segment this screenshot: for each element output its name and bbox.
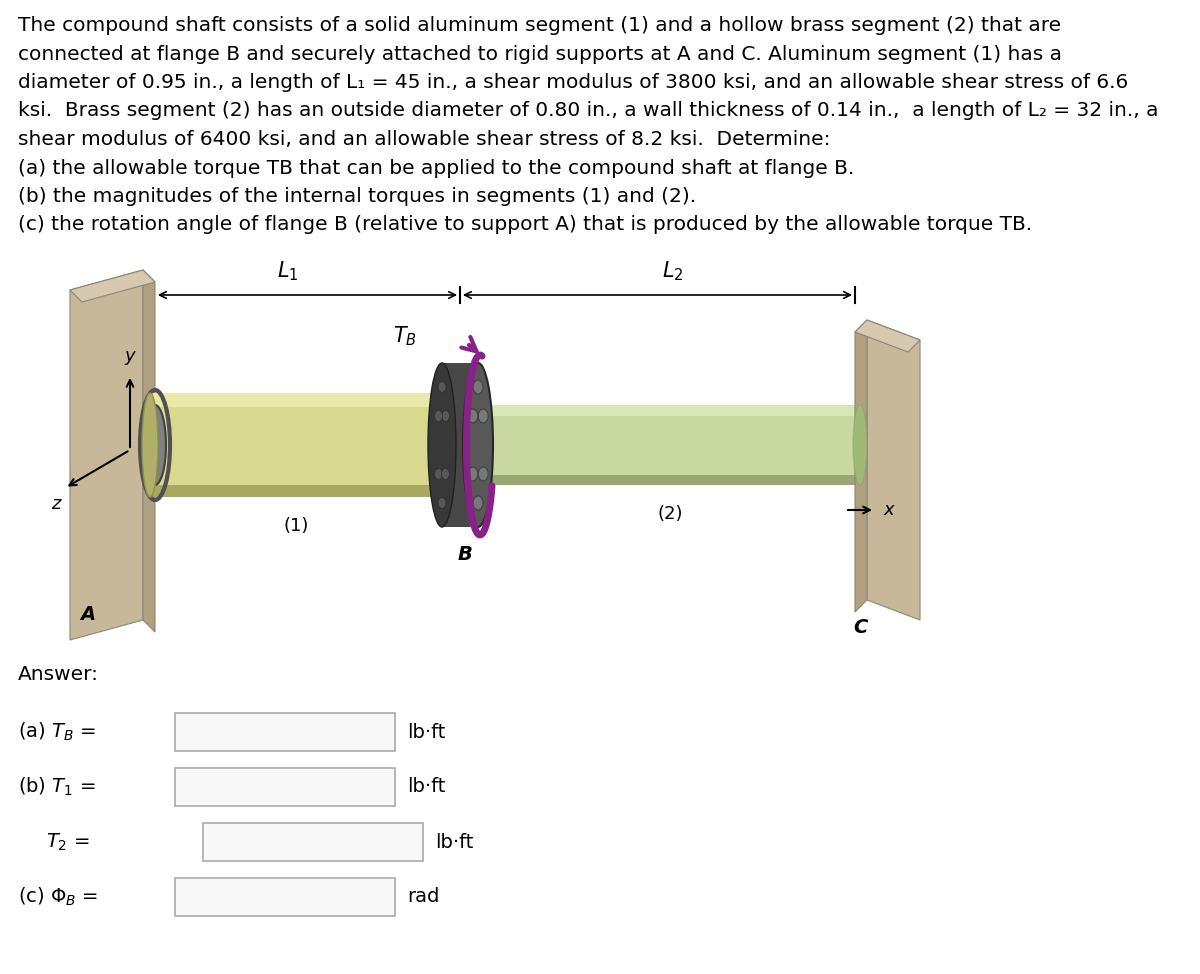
Ellipse shape: [434, 468, 443, 479]
Text: $L_1$: $L_1$: [277, 259, 299, 283]
Polygon shape: [480, 405, 860, 485]
Text: (b) $T_1$ =: (b) $T_1$ =: [18, 776, 96, 798]
Text: (a) the allowable torque TB that can be applied to the compound shaft at flange : (a) the allowable torque TB that can be …: [18, 159, 854, 177]
FancyBboxPatch shape: [175, 768, 395, 806]
Ellipse shape: [442, 468, 450, 479]
Text: lb·ft: lb·ft: [407, 723, 445, 741]
Ellipse shape: [853, 405, 866, 485]
Polygon shape: [866, 320, 920, 620]
Text: (c) $Φ_B$ =: (c) $Φ_B$ =: [18, 885, 98, 908]
Text: z: z: [52, 495, 61, 513]
Polygon shape: [150, 485, 442, 497]
Text: $T_2$ =: $T_2$ =: [46, 832, 90, 852]
Ellipse shape: [473, 380, 482, 394]
Text: shear modulus of 6400 ksi, and an allowable shear stress of 8.2 ksi.  Determine:: shear modulus of 6400 ksi, and an allowa…: [18, 130, 830, 149]
Ellipse shape: [438, 498, 446, 508]
Text: ksi.  Brass segment (2) has an outside diameter of 0.80 in., a wall thickness of: ksi. Brass segment (2) has an outside di…: [18, 101, 1158, 121]
Ellipse shape: [468, 467, 478, 481]
Text: C: C: [853, 618, 868, 637]
Text: lb·ft: lb·ft: [407, 777, 445, 797]
Polygon shape: [480, 405, 860, 416]
Text: The compound shaft consists of a solid aluminum segment (1) and a hollow brass s: The compound shaft consists of a solid a…: [18, 16, 1061, 35]
Text: (2): (2): [658, 505, 683, 523]
Ellipse shape: [468, 409, 478, 423]
Ellipse shape: [142, 393, 158, 497]
Polygon shape: [143, 270, 155, 632]
Text: (1): (1): [283, 517, 308, 535]
Text: (a) $T_B$ =: (a) $T_B$ =: [18, 721, 96, 743]
Text: rad: rad: [407, 887, 439, 907]
Polygon shape: [150, 393, 442, 497]
Ellipse shape: [438, 382, 446, 393]
Polygon shape: [442, 363, 478, 527]
Ellipse shape: [478, 467, 488, 481]
Polygon shape: [854, 320, 866, 612]
Text: x: x: [883, 501, 894, 519]
FancyBboxPatch shape: [203, 823, 424, 861]
Text: Answer:: Answer:: [18, 665, 98, 684]
Polygon shape: [854, 320, 920, 352]
Text: y: y: [125, 347, 136, 365]
Ellipse shape: [428, 363, 456, 527]
Text: lb·ft: lb·ft: [436, 833, 473, 851]
Ellipse shape: [442, 410, 450, 422]
Ellipse shape: [144, 405, 166, 485]
FancyBboxPatch shape: [175, 713, 395, 751]
Polygon shape: [70, 270, 143, 640]
Text: $L_2$: $L_2$: [661, 259, 683, 283]
Text: A: A: [80, 605, 95, 624]
Ellipse shape: [463, 363, 493, 527]
Polygon shape: [150, 393, 442, 407]
Text: B: B: [457, 545, 473, 564]
Ellipse shape: [473, 496, 482, 510]
Text: connected at flange B and securely attached to rigid supports at A and C. Alumin: connected at flange B and securely attac…: [18, 45, 1062, 63]
Ellipse shape: [434, 410, 443, 422]
Text: (b) the magnitudes of the internal torques in segments (1) and (2).: (b) the magnitudes of the internal torqu…: [18, 187, 696, 206]
Polygon shape: [480, 475, 860, 485]
Text: (c) the rotation angle of flange B (relative to support A) that is produced by t: (c) the rotation angle of flange B (rela…: [18, 215, 1032, 235]
FancyBboxPatch shape: [175, 878, 395, 916]
Text: $T_B$: $T_B$: [394, 324, 416, 348]
Ellipse shape: [478, 409, 488, 423]
Text: diameter of 0.95 in., a length of L₁ = 45 in., a shear modulus of 3800 ksi, and : diameter of 0.95 in., a length of L₁ = 4…: [18, 73, 1128, 92]
Polygon shape: [70, 270, 155, 302]
